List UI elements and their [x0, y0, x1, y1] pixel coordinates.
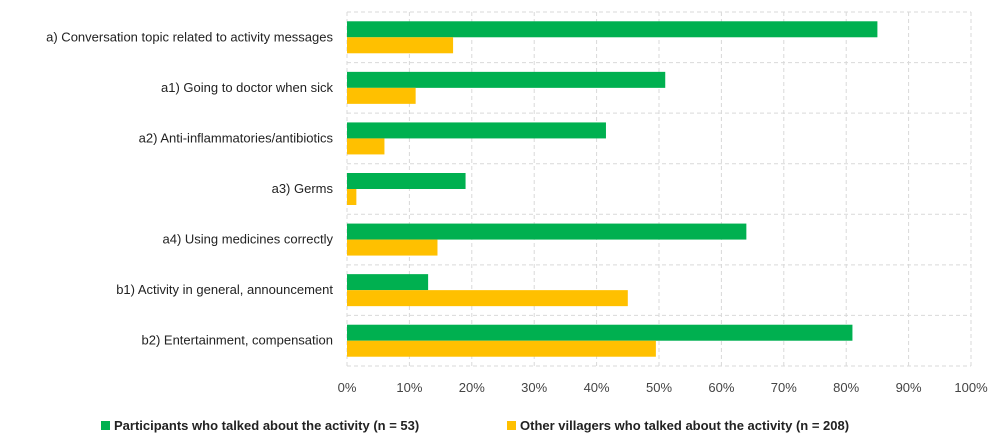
bar-villagers-4 [347, 239, 438, 256]
category-label-3: a3) Germs [272, 181, 334, 196]
category-label-6: b2) Entertainment, compensation [142, 333, 334, 348]
bar-participants-0 [347, 21, 878, 38]
bar-participants-2 [347, 122, 606, 139]
category-label-2: a2) Anti-inflammatories/antibiotics [139, 130, 334, 145]
category-label-0: a) Conversation topic related to activit… [46, 29, 333, 44]
bar-villagers-1 [347, 87, 416, 104]
x-tick-label-7: 70% [771, 380, 797, 395]
legend-item-participants: Participants who talked about the activi… [101, 418, 419, 433]
bar-participants-4 [347, 223, 747, 240]
bar-villagers-5 [347, 290, 628, 307]
x-tick-label-3: 30% [521, 380, 547, 395]
bar-participants-5 [347, 274, 429, 291]
legend-label-participants: Participants who talked about the activi… [114, 418, 420, 433]
x-tick-label-10: 100% [954, 380, 988, 395]
legend-item-villagers: Other villagers who talked about the act… [507, 418, 849, 433]
x-tick-label-2: 20% [459, 380, 485, 395]
x-tick-label-8: 80% [833, 380, 859, 395]
legend-swatch-villagers [507, 421, 516, 430]
category-label-1: a1) Going to doctor when sick [161, 80, 333, 95]
x-tick-label-9: 90% [896, 380, 922, 395]
category-label-4: a4) Using medicines correctly [162, 232, 333, 247]
x-tick-label-6: 60% [708, 380, 734, 395]
bar-participants-1 [347, 71, 666, 88]
x-tick-label-5: 50% [646, 380, 672, 395]
bar-villagers-3 [347, 189, 357, 205]
bar-participants-3 [347, 173, 466, 189]
legend-swatch-participants [101, 421, 110, 430]
bar-villagers-6 [347, 340, 656, 357]
bar-villagers-2 [347, 138, 385, 155]
x-tick-label-0: 0% [338, 380, 357, 395]
legend: Participants who talked about the activi… [0, 418, 997, 438]
x-tick-label-1: 10% [396, 380, 422, 395]
bar-participants-6 [347, 324, 853, 341]
x-tick-label-4: 40% [584, 380, 610, 395]
category-label-5: b1) Activity in general, announcement [116, 282, 333, 297]
legend-label-villagers: Other villagers who talked about the act… [520, 418, 850, 433]
bar-villagers-0 [347, 37, 454, 54]
